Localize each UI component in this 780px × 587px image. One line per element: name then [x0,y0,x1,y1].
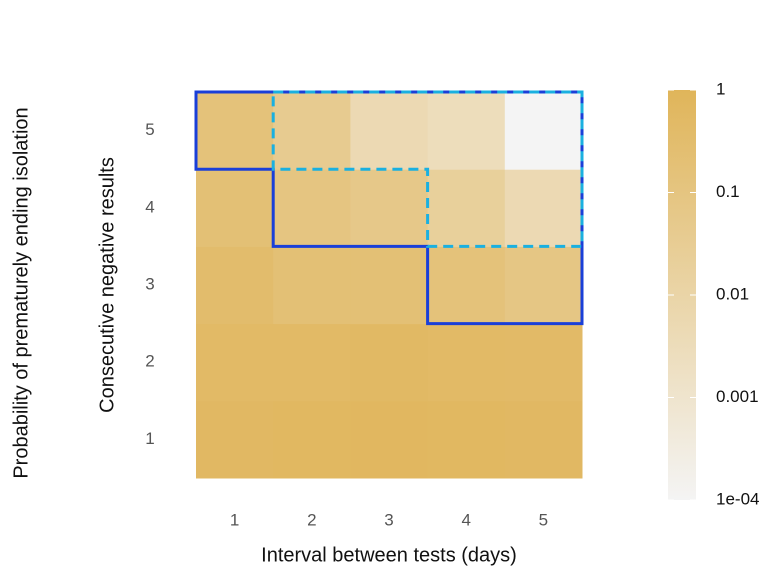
colorbar-title: Probability of prematurely ending isolat… [10,107,32,478]
x-tick-label: 4 [461,510,470,529]
y-axis-title: Consecutive negative results [96,157,118,413]
cell [350,400,429,479]
dashed-outline [271,90,584,248]
cell [504,400,583,479]
cell [427,323,506,402]
y-tick-label: 2 [145,352,154,371]
x-tick-label: 1 [230,510,239,529]
cell [504,169,583,247]
cell [273,246,351,325]
cell [196,92,274,170]
y-tick-label: 3 [145,274,154,293]
colorbar-tick-label: 0.01 [716,284,749,303]
heatmap [196,92,583,479]
colorbar-tick-label: 1 [716,79,725,98]
cell [273,169,351,247]
cell [427,169,506,247]
colorbar-tick-label: 1e-04 [716,489,759,508]
cell [504,323,583,402]
colorbar-tick-label: 0.1 [716,182,740,201]
cell [504,246,583,325]
y-tick-label: 1 [145,429,154,448]
cell [273,400,351,479]
colorbar-tick-label: 0.001 [716,387,759,406]
x-tick-label: 5 [539,510,548,529]
y-tick-label: 4 [145,197,154,216]
cell [427,92,506,170]
cell [273,323,351,402]
cell [196,323,274,402]
cell [196,169,274,247]
cell [350,169,429,247]
x-tick-label: 2 [307,510,316,529]
cell [504,92,583,170]
cell [350,92,429,170]
cell [350,323,429,402]
x-tick-label: 3 [384,510,393,529]
y-tick-label: 5 [145,120,154,139]
cell [273,92,351,170]
cell [196,400,274,479]
x-axis-title: Interval between tests (days) [261,544,517,566]
cell [196,246,274,325]
cell [427,246,506,325]
cell [350,246,429,325]
cell [427,400,506,479]
